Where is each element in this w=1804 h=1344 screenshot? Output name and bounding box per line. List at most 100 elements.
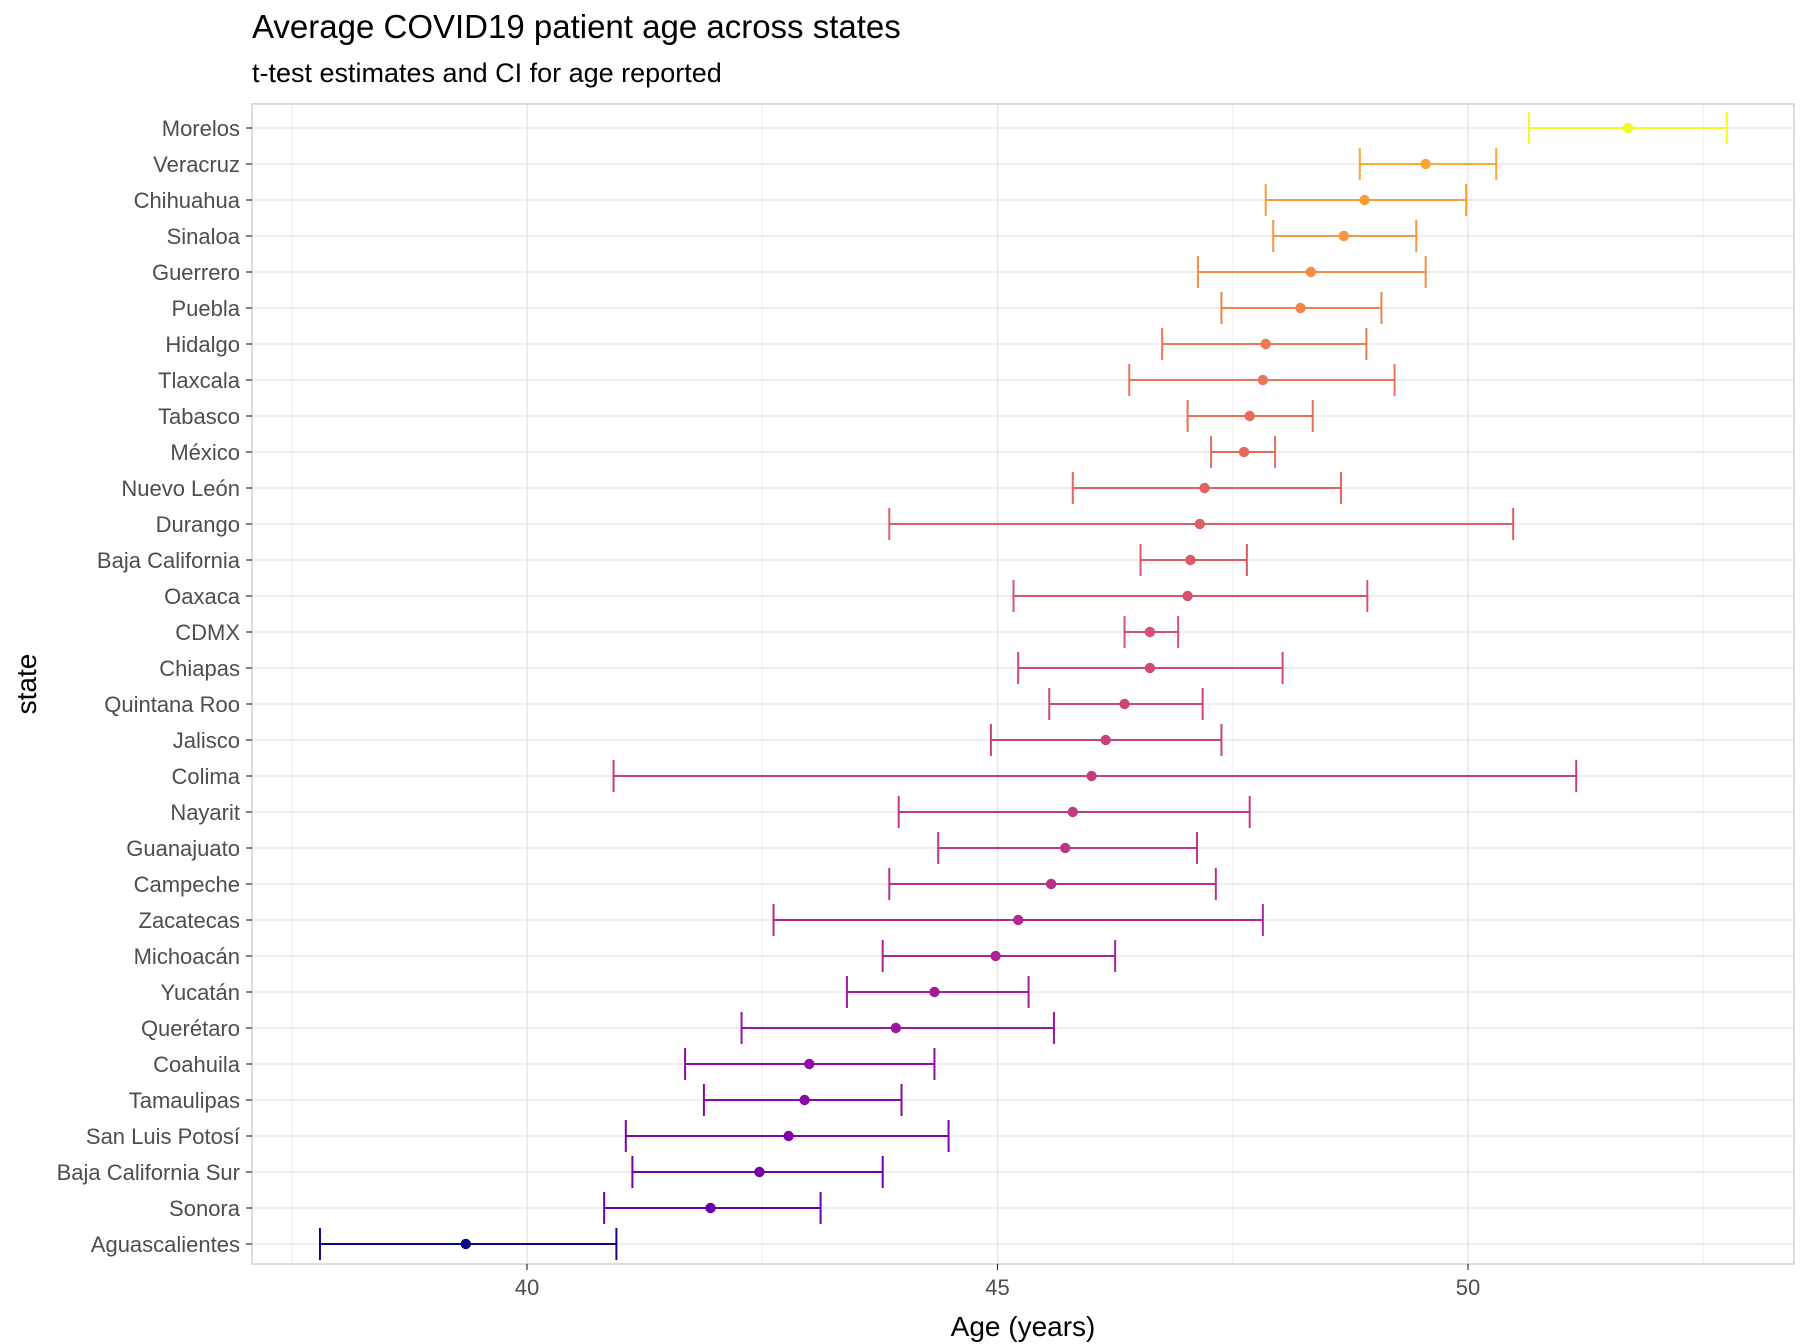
estimate-point <box>1144 626 1156 638</box>
errorbar-group <box>702 1084 903 1116</box>
estimate-point <box>1295 302 1306 314</box>
y-tick-label: CDMX <box>175 620 240 645</box>
estimate-point <box>1420 158 1431 170</box>
y-tick-label: Jalisco <box>173 728 240 753</box>
estimate-point <box>460 1238 472 1250</box>
errorbar-group <box>684 1048 936 1080</box>
errorbar-group <box>1071 472 1342 504</box>
y-tick-label: Campeche <box>134 872 240 897</box>
errorbar-group <box>612 760 1578 792</box>
y-tick-label: Sonora <box>169 1196 241 1221</box>
estimate-point <box>1013 914 1024 926</box>
y-tick-label: Tlaxcala <box>158 368 241 393</box>
estimate-point <box>1238 446 1250 458</box>
y-tick-label: Durango <box>156 512 240 537</box>
estimate-point <box>1338 230 1349 242</box>
errorbar-group <box>1048 688 1204 720</box>
errorbar-group <box>1358 148 1498 180</box>
errorbar-group <box>1123 616 1180 648</box>
errorbar-group <box>989 724 1223 756</box>
errorbar-group <box>1220 292 1383 324</box>
estimate-point <box>1257 374 1269 386</box>
y-tick-labels: Morelos Veracruz Chihuahua Sinaloa Guerrero P… <box>57 116 252 1257</box>
estimate-point <box>929 986 940 998</box>
errorbar-group <box>888 868 1217 900</box>
y-tick-label: Coahuila <box>153 1052 241 1077</box>
y-tick-label: Oaxaca <box>164 584 241 609</box>
y-tick-label: Querétaro <box>141 1016 240 1041</box>
estimate-point <box>1260 338 1271 350</box>
y-tick-label: Tamaulipas <box>129 1088 240 1113</box>
estimate-point <box>783 1130 794 1142</box>
errorbar-group <box>1196 256 1427 288</box>
estimate-point <box>1305 266 1317 278</box>
estimate-point <box>804 1058 815 1070</box>
estimate-point <box>1182 590 1193 602</box>
estimate-point <box>1622 122 1634 134</box>
errorbar-group <box>1012 580 1369 612</box>
y-tick-label: Veracruz <box>153 152 240 177</box>
estimate-point <box>1199 482 1210 494</box>
errorbar-group <box>603 1192 822 1224</box>
estimate-point <box>705 1202 716 1214</box>
errorbar-group <box>772 904 1264 936</box>
errorbar-group <box>318 1228 618 1260</box>
panel-border <box>251 103 1795 1265</box>
y-tick-label: Colima <box>172 764 241 789</box>
y-tick-label: Quintana Roo <box>104 692 240 717</box>
errorbar-group <box>881 940 1117 972</box>
errorbar-group <box>1139 544 1248 576</box>
x-tick-label: 50 <box>1456 1275 1480 1300</box>
errorbar-group <box>1272 220 1418 252</box>
chart-title: Average COVID19 patient age across state… <box>252 8 901 45</box>
estimate-point <box>990 950 1001 962</box>
errorbar-group <box>1017 652 1284 684</box>
y-axis-title: state <box>11 654 42 715</box>
estimate-point <box>1067 806 1078 818</box>
estimate-point <box>799 1094 810 1106</box>
estimate-point <box>1244 410 1255 422</box>
estimate-point <box>1194 518 1206 530</box>
estimate-point <box>1185 554 1196 566</box>
errorbar-group <box>624 1120 950 1152</box>
estimate-point <box>1119 698 1130 710</box>
y-tick-label: México <box>170 440 240 465</box>
errorbar-group <box>897 796 1251 828</box>
estimate-point <box>1086 770 1097 782</box>
y-tick-label: Baja California <box>97 548 241 573</box>
estimate-point <box>754 1166 765 1178</box>
y-tick-label: Morelos <box>162 116 240 141</box>
y-tick-label: Sinaloa <box>167 224 241 249</box>
y-tick-label: Nayarit <box>170 800 240 825</box>
estimate-point <box>1359 194 1370 206</box>
errorbar-group <box>845 976 1030 1008</box>
estimate-point <box>1060 842 1071 854</box>
errorbar-group <box>631 1156 884 1188</box>
x-axis-title: Age (years) <box>951 1311 1096 1342</box>
y-tick-label: Tabasco <box>158 404 240 429</box>
errorbar-group <box>1128 364 1396 396</box>
y-tick-label: Guanajuato <box>126 836 240 861</box>
estimate-point <box>1100 734 1111 746</box>
errorbar-group <box>1264 184 1468 216</box>
y-tick-label: Baja California Sur <box>57 1160 240 1185</box>
x-tick-label: 40 <box>515 1275 539 1300</box>
y-tick-label: Hidalgo <box>165 332 240 357</box>
error-bars <box>318 112 1728 1260</box>
y-tick-label: Yucatán <box>160 980 240 1005</box>
estimate-point <box>1045 878 1057 890</box>
y-tick-label: San Luis Potosí <box>86 1124 240 1149</box>
y-tick-label: Chiapas <box>159 656 240 681</box>
errorbar-group <box>937 832 1198 864</box>
estimate-point <box>890 1022 902 1034</box>
errorbar-group <box>1161 328 1368 360</box>
y-tick-label: Michoacán <box>134 944 240 969</box>
errorbar-group <box>1186 400 1314 432</box>
errorbar-group <box>1210 436 1277 468</box>
grid-lines <box>252 104 1794 1264</box>
x-tick-labels: 40 45 50 <box>515 1264 1480 1300</box>
x-tick-label: 45 <box>985 1275 1009 1300</box>
y-tick-label: Puebla <box>171 296 240 321</box>
estimate-point <box>1144 662 1156 674</box>
